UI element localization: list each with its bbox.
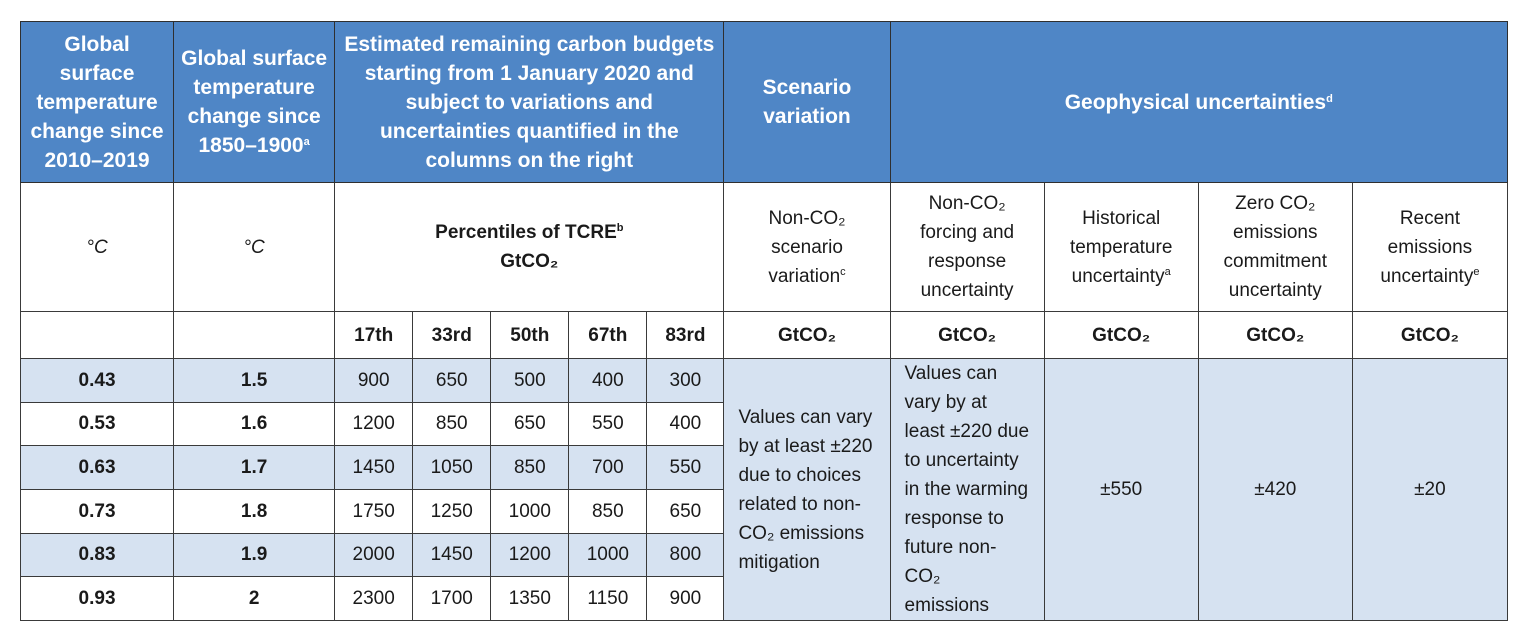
since-1850-value: 1.7: [173, 445, 336, 490]
header-scenario-variation: Scenario variation: [723, 21, 891, 183]
historical-text: Historical temperature uncertainty: [1069, 207, 1173, 287]
budget-value: 700: [568, 445, 648, 490]
budget-value: 500: [490, 358, 570, 403]
budget-value: 900: [334, 358, 414, 403]
header-carbon-budget: Estimated remaining carbon budgets start…: [334, 21, 725, 183]
header-temp-since-1850-text: Global surface temperature change since …: [181, 47, 328, 157]
since-2010-value: 0.63: [19, 445, 175, 490]
scenario-variation-note: Values can vary by at least ±220 due to …: [723, 358, 891, 621]
budget-value: 2000: [334, 532, 414, 578]
unit-gtco2-historical: GtCO₂: [1043, 311, 1199, 359]
since-2010-value: 0.83: [19, 532, 175, 578]
nonco2-forcing-header: Non-CO₂ forcing and response uncertainty: [889, 182, 1045, 312]
recent-emissions-value: ±20: [1351, 358, 1509, 621]
budget-value: 1200: [490, 532, 570, 578]
percentile-33rd: 33rd: [412, 311, 492, 359]
recent-emissions-header: Recent emissions uncertaintye: [1351, 182, 1509, 312]
budget-value: 400: [568, 358, 648, 403]
footnote-b: b: [616, 222, 624, 234]
budget-value: 1350: [490, 576, 570, 621]
footnote-a-2: a: [1164, 265, 1171, 278]
budget-value: 300: [646, 358, 725, 403]
budget-value: 850: [490, 445, 570, 490]
tcre-label: Percentiles of TCRE: [435, 222, 617, 243]
historical-uncertainty-value: ±550: [1043, 358, 1199, 621]
nonco2-scenario-text: Non-CO₂ scenario variation: [768, 207, 846, 287]
budget-value: 1750: [334, 488, 414, 534]
zero-co2-header: Zero CO₂ emissions commitment uncertaint…: [1197, 182, 1353, 312]
table-row: 0.53 1.6 1200 850 650 550 400: [19, 401, 1508, 447]
subheader-row: °C °C Percentiles of TCREb GtCO₂ Non-CO₂…: [19, 182, 1509, 312]
footnote-a: a: [303, 136, 310, 148]
percentile-17th: 17th: [334, 311, 414, 359]
budget-value: 1250: [412, 488, 492, 534]
header-temp-since-1850: Global surface temperature change since …: [173, 21, 336, 183]
nonco2-scenario-header: Non-CO₂ scenario variationc: [723, 182, 891, 312]
budget-value: 650: [646, 488, 725, 534]
table-row: 0.43 1.5 900 650 500 400 300 Values can …: [19, 358, 1509, 621]
header-geophysical-text: Geophysical uncertainties: [1064, 90, 1327, 114]
budget-value: 650: [490, 401, 570, 447]
budget-value: 1450: [412, 532, 492, 578]
header-geophysical: Geophysical uncertaintiesd: [889, 21, 1509, 183]
unit-celsius-1: °C: [19, 182, 175, 312]
unit-gtco2-recent: GtCO₂: [1351, 311, 1509, 359]
budget-value: 850: [412, 401, 492, 447]
table-row: 0.93 2 2300 1700 1350 1150 900: [19, 576, 1508, 621]
since-2010-value: 0.53: [19, 401, 175, 447]
budget-value: 650: [412, 358, 492, 403]
since-1850-value: 2: [173, 576, 336, 621]
units-empty-2: [173, 311, 336, 359]
since-2010-value: 0.73: [19, 488, 175, 534]
budget-value: 2300: [334, 576, 414, 621]
recent-text: Recent emissions uncertainty: [1380, 207, 1474, 287]
budget-value: 1000: [490, 488, 570, 534]
tcre-percentiles-header: Percentiles of TCREb GtCO₂: [334, 182, 725, 312]
budget-value: 900: [646, 576, 725, 621]
tcre-unit: GtCO₂: [500, 251, 559, 272]
budget-value: 550: [568, 401, 648, 447]
percentile-83rd: 83rd: [646, 311, 725, 359]
units-row: 17th 33rd 50th 67th 83rd GtCO₂ GtCO₂ GtC…: [19, 311, 1509, 359]
table-row: 0.63 1.7 1450 1050 850 700 550: [19, 445, 1508, 490]
table-row: 0.83 1.9 2000 1450 1200 1000 800: [19, 532, 1508, 578]
budget-value: 1700: [412, 576, 492, 621]
since-2010-value: 0.93: [19, 576, 175, 621]
since-1850-value: 1.9: [173, 532, 336, 578]
budget-value: 1150: [568, 576, 648, 621]
budget-value: 400: [646, 401, 725, 447]
unit-gtco2-forcing: GtCO₂: [889, 311, 1045, 359]
since-1850-value: 1.5: [173, 358, 336, 403]
historical-uncertainty-header: Historical temperature uncertaintya: [1043, 182, 1199, 312]
since-1850-value: 1.6: [173, 401, 336, 447]
unit-celsius-2: °C: [173, 182, 336, 312]
unit-gtco2-scenario: GtCO₂: [723, 311, 891, 359]
percentile-50th: 50th: [490, 311, 570, 359]
percentile-67th: 67th: [568, 311, 648, 359]
footnote-d: d: [1326, 92, 1333, 105]
budget-value: 550: [646, 445, 725, 490]
budget-value: 1200: [334, 401, 414, 447]
forcing-uncertainty-note: Values can vary by at least ±220 due to …: [889, 358, 1045, 621]
carbon-budget-table: Global surface temperature change since …: [19, 21, 1509, 621]
since-1850-value: 1.8: [173, 488, 336, 534]
footnote-c: c: [840, 265, 846, 278]
budget-value: 800: [646, 532, 725, 578]
header-row: Global surface temperature change since …: [19, 21, 1509, 183]
budget-value: 1050: [412, 445, 492, 490]
budget-value: 1000: [568, 532, 648, 578]
units-empty-1: [19, 311, 175, 359]
since-2010-value: 0.43: [19, 358, 175, 403]
budget-value: 850: [568, 488, 648, 534]
unit-gtco2-zero: GtCO₂: [1197, 311, 1353, 359]
footnote-e: e: [1473, 265, 1480, 278]
table-row: 0.73 1.8 1750 1250 1000 850 650: [19, 488, 1508, 534]
zero-co2-value: ±420: [1197, 358, 1353, 621]
budget-value: 1450: [334, 445, 414, 490]
header-temp-since-2010: Global surface temperature change since …: [19, 21, 175, 183]
